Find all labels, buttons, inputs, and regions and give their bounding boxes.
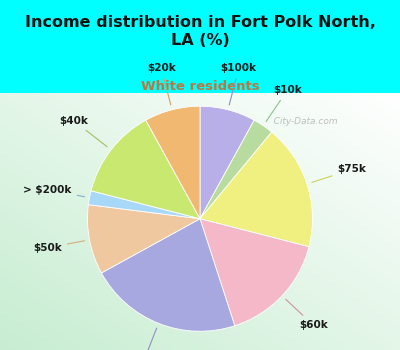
Wedge shape — [200, 120, 272, 219]
Wedge shape — [102, 219, 235, 331]
Text: $75k: $75k — [312, 164, 366, 182]
Text: $30k: $30k — [128, 328, 157, 350]
Wedge shape — [200, 132, 312, 247]
Text: City-Data.com: City-Data.com — [265, 117, 338, 126]
Wedge shape — [200, 219, 309, 326]
Text: $40k: $40k — [59, 116, 107, 147]
Text: > $200k: > $200k — [23, 185, 84, 197]
Wedge shape — [88, 205, 200, 273]
Wedge shape — [91, 120, 200, 219]
Text: $50k: $50k — [33, 241, 84, 253]
Text: Income distribution in Fort Polk North,
LA (%): Income distribution in Fort Polk North, … — [24, 15, 376, 48]
Text: $60k: $60k — [286, 299, 328, 330]
Wedge shape — [200, 106, 254, 219]
Wedge shape — [88, 191, 200, 219]
Wedge shape — [146, 106, 200, 219]
Text: $10k: $10k — [266, 85, 302, 121]
Text: White residents: White residents — [141, 80, 259, 93]
Text: $20k: $20k — [147, 63, 176, 105]
Text: $100k: $100k — [221, 63, 257, 105]
